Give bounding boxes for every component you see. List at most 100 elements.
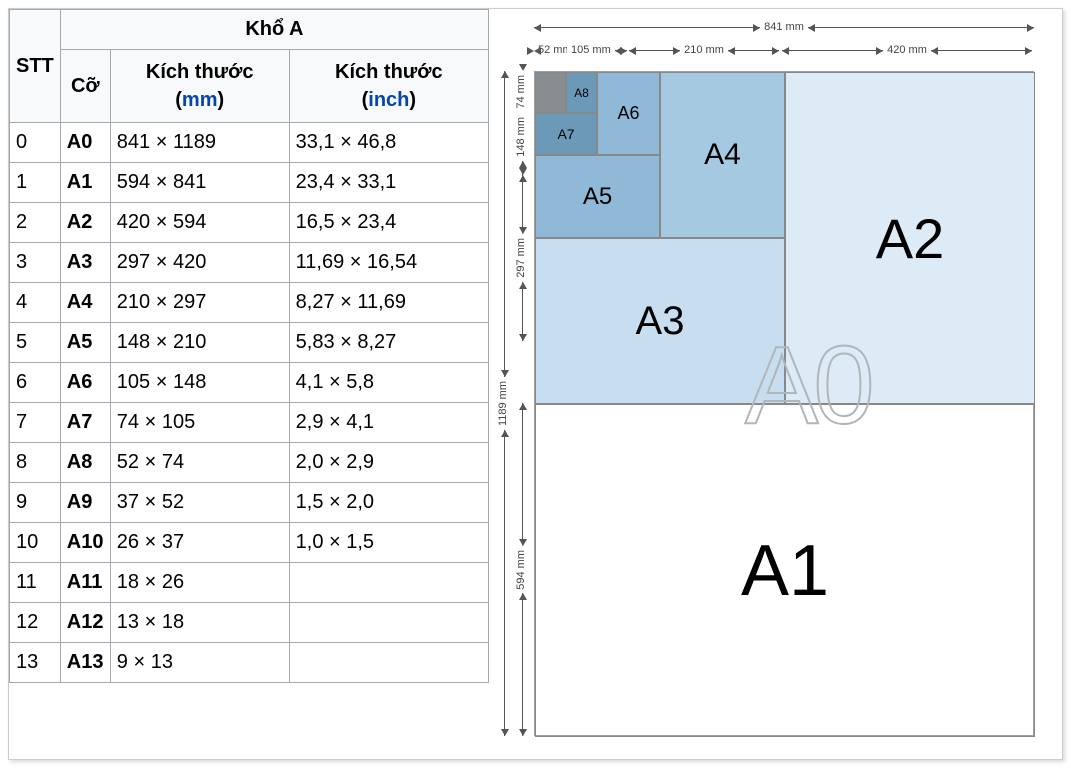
- cell-stt: 5: [10, 323, 61, 363]
- cell-size: A13: [60, 643, 110, 683]
- dim-left-148: 148 mm: [517, 113, 527, 175]
- table-row: 1A1594 × 84123,4 × 33,1: [10, 163, 489, 203]
- box-a5: A5: [535, 155, 660, 238]
- table-row: 0A0841 × 118933,1 × 46,8: [10, 123, 489, 163]
- box-a8: A8: [566, 72, 597, 113]
- table-row: 12A1213 × 18: [10, 603, 489, 643]
- col-mm-label: Kích thước: [146, 61, 254, 83]
- cell-mm: 9 × 13: [110, 643, 289, 683]
- table-row: 10A1026 × 371,0 × 1,5: [10, 523, 489, 563]
- cell-size: A3: [60, 243, 110, 283]
- dim-top-420: 420 mm: [782, 44, 1032, 56]
- inch-link[interactable]: inch: [368, 89, 409, 111]
- cell-inch: 5,83 × 8,27: [289, 323, 488, 363]
- cell-inch: 2,0 × 2,9: [289, 443, 488, 483]
- cell-stt: 2: [10, 203, 61, 243]
- cell-mm: 841 × 1189: [110, 123, 289, 163]
- table-body: 0A0841 × 118933,1 × 46,81A1594 × 84123,4…: [10, 123, 489, 683]
- cell-size: A8: [60, 443, 110, 483]
- cell-stt: 0: [10, 123, 61, 163]
- page-container: STT Khổ A Cỡ Kích thước (mm) Kích thước …: [8, 8, 1063, 760]
- dim-top-841: 841 mm: [534, 21, 1034, 33]
- table-row: 5A5148 × 2105,83 × 8,27: [10, 323, 489, 363]
- col-mm: Kích thước (mm): [110, 50, 289, 123]
- cell-inch: 4,1 × 5,8: [289, 363, 488, 403]
- cell-stt: 1: [10, 163, 61, 203]
- cell-size: A4: [60, 283, 110, 323]
- table-row: 7A774 × 1052,9 × 4,1: [10, 403, 489, 443]
- cell-size: A2: [60, 203, 110, 243]
- cell-size: A12: [60, 603, 110, 643]
- cell-inch: 1,5 × 2,0: [289, 483, 488, 523]
- col-size: Cỡ: [60, 50, 110, 123]
- cell-size: A5: [60, 323, 110, 363]
- cell-size: A1: [60, 163, 110, 203]
- table-row: 11A1118 × 26: [10, 563, 489, 603]
- cell-stt: 11: [10, 563, 61, 603]
- cell-mm: 297 × 420: [110, 243, 289, 283]
- cell-stt: 6: [10, 363, 61, 403]
- col-inch: Kích thước (inch): [289, 50, 488, 123]
- cell-inch: 1,0 × 1,5: [289, 523, 488, 563]
- table-row: 2A2420 × 59416,5 × 23,4: [10, 203, 489, 243]
- box-a7: A7: [535, 113, 597, 155]
- table-row: 9A937 × 521,5 × 2,0: [10, 483, 489, 523]
- cell-size: A0: [60, 123, 110, 163]
- diagram-panel: 841 mm 52 mm 105 mm 210 mm 420 mm 1189 m…: [489, 9, 1062, 759]
- cell-mm: 210 × 297: [110, 283, 289, 323]
- dim-left-74: 74 mm: [517, 71, 527, 113]
- cell-size: A6: [60, 363, 110, 403]
- cell-inch: 11,69 × 16,54: [289, 243, 488, 283]
- cell-stt: 8: [10, 443, 61, 483]
- box-a6: A6: [597, 72, 660, 155]
- table-row: 13A139 × 13: [10, 643, 489, 683]
- table-row: 4A4210 × 2978,27 × 11,69: [10, 283, 489, 323]
- cell-size: A7: [60, 403, 110, 443]
- cell-stt: 4: [10, 283, 61, 323]
- cell-inch: [289, 603, 488, 643]
- cell-inch: 16,5 × 23,4: [289, 203, 488, 243]
- dim-left-1189: 1189 mm: [499, 71, 509, 736]
- col-kho: Khổ A: [60, 10, 488, 50]
- cell-inch: 23,4 × 33,1: [289, 163, 488, 203]
- a0-outline-label: A0: [745, 322, 870, 449]
- cell-size: A10: [60, 523, 110, 563]
- col-inch-label: Kích thước: [335, 61, 443, 83]
- cell-inch: [289, 643, 488, 683]
- mm-link[interactable]: mm: [182, 89, 218, 111]
- table-row: 6A6105 × 1484,1 × 5,8: [10, 363, 489, 403]
- cell-mm: 420 × 594: [110, 203, 289, 243]
- paper-size-table: STT Khổ A Cỡ Kích thước (mm) Kích thước …: [9, 9, 489, 683]
- cell-stt: 10: [10, 523, 61, 563]
- box-a9: [535, 72, 566, 113]
- cell-mm: 148 × 210: [110, 323, 289, 363]
- cell-inch: 2,9 × 4,1: [289, 403, 488, 443]
- cell-stt: 12: [10, 603, 61, 643]
- col-stt: STT: [10, 10, 61, 123]
- dim-top-210: 210 mm: [629, 44, 779, 56]
- dim-left-594: 594 mm: [517, 403, 527, 736]
- box-a1: A1: [535, 404, 1035, 737]
- cell-mm: 26 × 37: [110, 523, 289, 563]
- a0-diagram: A1 A2 A3 A4 A5 A6 A7 A8 A0: [534, 71, 1034, 736]
- cell-mm: 18 × 26: [110, 563, 289, 603]
- cell-size: A11: [60, 563, 110, 603]
- dim-top-105: 105 mm: [567, 44, 627, 56]
- cell-stt: 9: [10, 483, 61, 523]
- cell-inch: 33,1 × 46,8: [289, 123, 488, 163]
- cell-stt: 7: [10, 403, 61, 443]
- cell-inch: 8,27 × 11,69: [289, 283, 488, 323]
- cell-stt: 13: [10, 643, 61, 683]
- cell-mm: 52 × 74: [110, 443, 289, 483]
- cell-stt: 3: [10, 243, 61, 283]
- cell-mm: 105 × 148: [110, 363, 289, 403]
- table-row: 3A3297 × 42011,69 × 16,54: [10, 243, 489, 283]
- dim-left-297: 297 mm: [517, 175, 527, 341]
- cell-mm: 594 × 841: [110, 163, 289, 203]
- cell-mm: 37 × 52: [110, 483, 289, 523]
- table-panel: STT Khổ A Cỡ Kích thước (mm) Kích thước …: [9, 9, 489, 759]
- cell-size: A9: [60, 483, 110, 523]
- dim-top-52: 52 mm: [534, 44, 566, 56]
- cell-mm: 13 × 18: [110, 603, 289, 643]
- cell-inch: [289, 563, 488, 603]
